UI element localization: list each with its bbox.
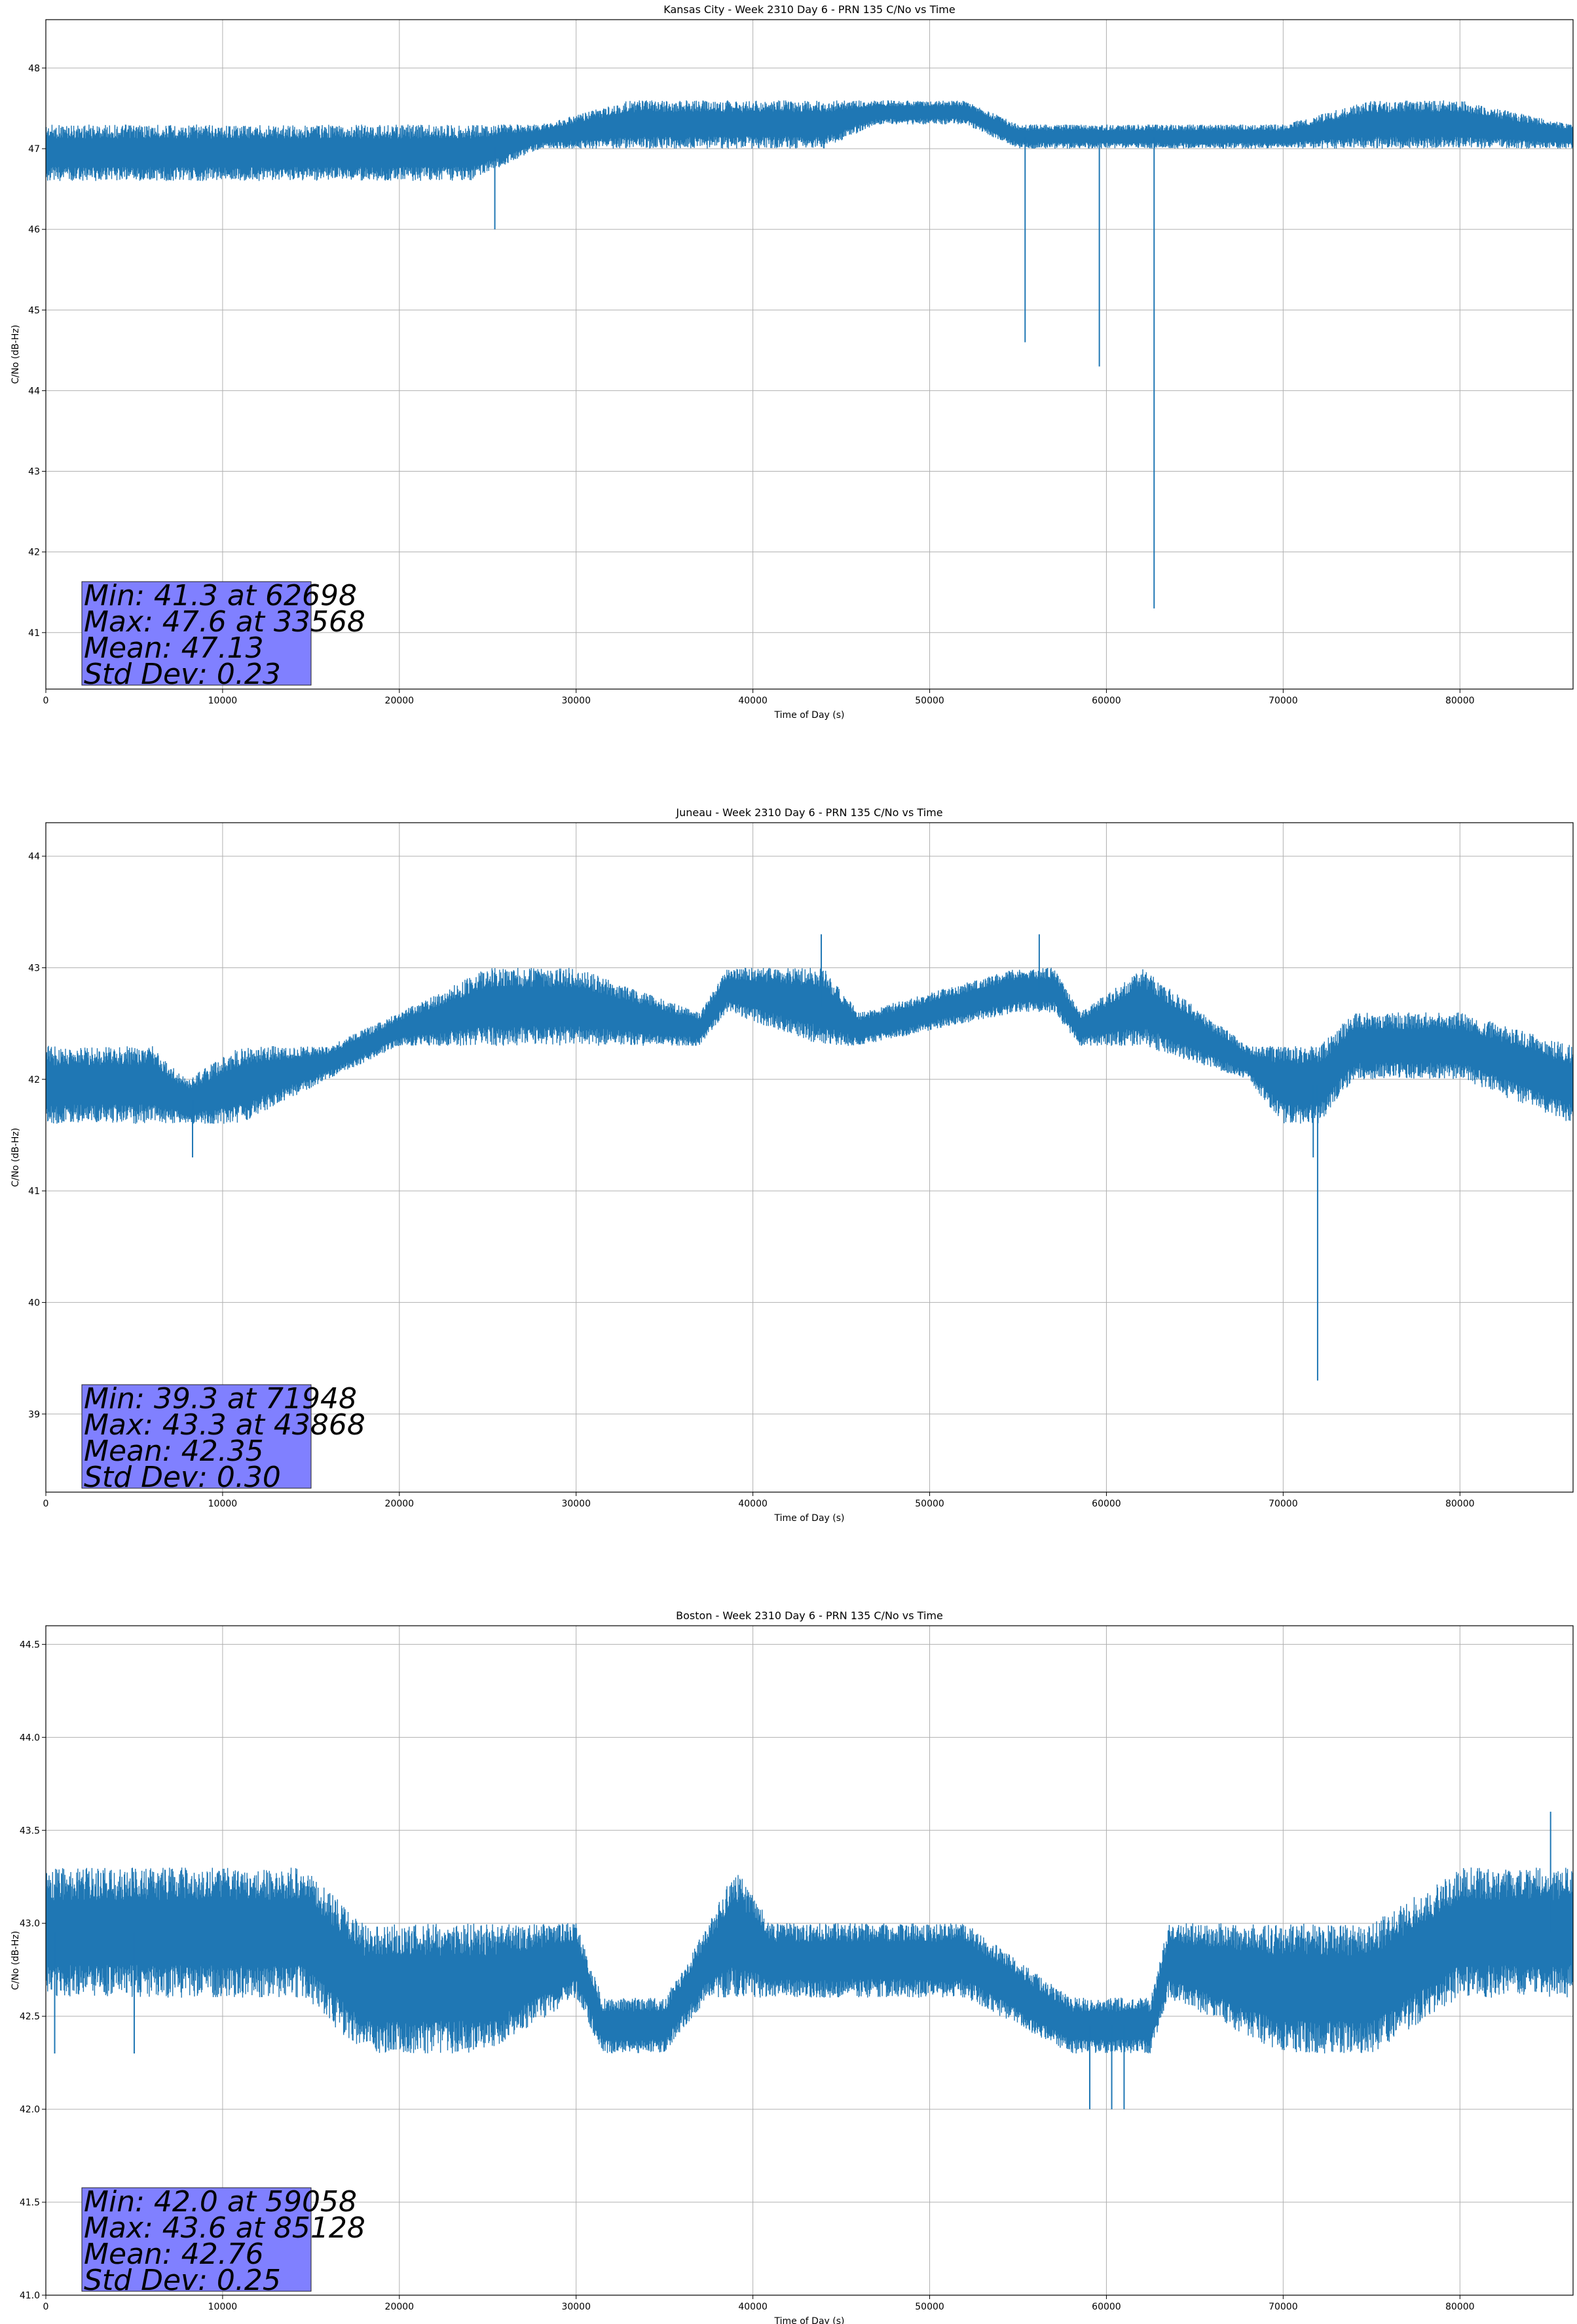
y-tick-label: 40 bbox=[28, 1298, 40, 1308]
x-tick-label: 60000 bbox=[1092, 696, 1121, 706]
y-tick-label: 41 bbox=[28, 1186, 40, 1197]
x-tick-label: 0 bbox=[43, 696, 49, 706]
x-tick-label: 10000 bbox=[208, 696, 238, 706]
x-tick-label: 60000 bbox=[1092, 2302, 1121, 2312]
y-tick-label: 42.5 bbox=[20, 2012, 40, 2022]
x-tick-label: 10000 bbox=[208, 2302, 238, 2312]
x-tick-label: 70000 bbox=[1269, 696, 1298, 706]
x-tick-label: 30000 bbox=[561, 2302, 591, 2312]
y-tick-label: 42 bbox=[28, 1075, 40, 1085]
grid-lines bbox=[45, 20, 1573, 689]
data-series bbox=[46, 100, 1573, 609]
y-tick-label: 47 bbox=[28, 144, 40, 155]
x-tick-label: 80000 bbox=[1445, 1499, 1475, 1509]
axes-frame bbox=[45, 19, 1574, 690]
stats-line: Min: 41.3 at 62698 bbox=[84, 579, 357, 612]
stats-line: Mean: 42.35 bbox=[84, 1434, 264, 1468]
y-tick-label: 41 bbox=[28, 628, 40, 639]
y-tick-label: 45 bbox=[28, 305, 40, 316]
y-tick-label: 41.5 bbox=[20, 2198, 40, 2208]
data-series bbox=[46, 1811, 1573, 2110]
y-tick-label: 46 bbox=[28, 225, 40, 235]
x-tick-label: 40000 bbox=[738, 2302, 768, 2312]
x-tick-label: 40000 bbox=[738, 696, 768, 706]
stats-line: Min: 39.3 at 71948 bbox=[84, 1382, 357, 1415]
x-tick-label: 30000 bbox=[561, 696, 591, 706]
stats-line: Max: 43.6 at 85128 bbox=[84, 2211, 365, 2245]
y-tick-label: 42.0 bbox=[20, 2105, 40, 2115]
y-tick-label: 44 bbox=[28, 852, 40, 862]
x-tick-label: 60000 bbox=[1092, 1499, 1121, 1509]
x-tick-label: 30000 bbox=[561, 1499, 591, 1509]
x-tick-label: 70000 bbox=[1269, 1499, 1298, 1509]
y-tick-label: 43.0 bbox=[20, 1919, 40, 1929]
axes-frame bbox=[45, 822, 1574, 1493]
x-tick-label: 20000 bbox=[385, 696, 415, 706]
stats-box bbox=[81, 2187, 312, 2292]
x-axis-label: Time of Day (s) bbox=[774, 1513, 845, 1524]
x-tick-label: 0 bbox=[43, 1499, 49, 1509]
y-tick-label: 41.0 bbox=[20, 2291, 40, 2301]
series-line bbox=[46, 967, 1573, 1124]
stats-line: Max: 43.3 at 43868 bbox=[84, 1408, 365, 1442]
series-line bbox=[46, 100, 1573, 181]
y-axis-label: C/No (dB-Hz) bbox=[10, 325, 21, 384]
chart-panel-3: Boston - Week 2310 Day 6 - PRN 135 C/No … bbox=[10, 1609, 1574, 2324]
x-tick-label: 40000 bbox=[738, 1499, 768, 1509]
stats-line: Std Dev: 0.23 bbox=[84, 658, 281, 691]
x-tick-label: 20000 bbox=[385, 1499, 415, 1509]
x-tick-label: 0 bbox=[43, 2302, 49, 2312]
x-axis-label: Time of Day (s) bbox=[774, 710, 845, 721]
y-tick-label: 43 bbox=[28, 467, 40, 478]
stats-box bbox=[81, 581, 312, 686]
chart-title: Kansas City - Week 2310 Day 6 - PRN 135 … bbox=[663, 3, 955, 16]
x-tick-label: 50000 bbox=[915, 696, 944, 706]
y-tick-label: 43 bbox=[28, 963, 40, 973]
axes-frame bbox=[45, 1625, 1574, 2296]
y-tick-label: 42 bbox=[28, 548, 40, 558]
chart-panel-2: Juneau - Week 2310 Day 6 - PRN 135 C/No … bbox=[10, 806, 1574, 1524]
y-tick-label: 48 bbox=[28, 64, 40, 74]
y-axis-label: C/No (dB-Hz) bbox=[10, 1128, 21, 1187]
x-tick-label: 80000 bbox=[1445, 696, 1475, 706]
x-tick-label: 80000 bbox=[1445, 2302, 1475, 2312]
x-tick-label: 20000 bbox=[385, 2302, 415, 2312]
y-tick-label: 43.5 bbox=[20, 1826, 40, 1836]
x-tick-label: 10000 bbox=[208, 1499, 238, 1509]
stats-line: Std Dev: 0.30 bbox=[84, 1461, 281, 1494]
y-tick-label: 44.5 bbox=[20, 1640, 40, 1650]
chart-title: Boston - Week 2310 Day 6 - PRN 135 C/No … bbox=[676, 1609, 943, 1622]
stats-line: Max: 47.6 at 33568 bbox=[84, 605, 365, 639]
y-tick-label: 39 bbox=[28, 1410, 40, 1420]
x-tick-label: 50000 bbox=[915, 2302, 944, 2312]
chart-title: Juneau - Week 2310 Day 6 - PRN 135 C/No … bbox=[675, 806, 942, 819]
stats-box bbox=[81, 1384, 312, 1489]
x-axis-label: Time of Day (s) bbox=[774, 2316, 845, 2324]
stats-line: Min: 42.0 at 59058 bbox=[84, 2185, 357, 2219]
stats-line: Mean: 47.13 bbox=[84, 631, 264, 665]
x-tick-label: 50000 bbox=[915, 1499, 944, 1509]
data-series bbox=[46, 934, 1573, 1381]
stats-line: Mean: 42.76 bbox=[84, 2238, 264, 2271]
stats-line: Std Dev: 0.25 bbox=[84, 2264, 281, 2297]
chart-panel-1: Kansas City - Week 2310 Day 6 - PRN 135 … bbox=[10, 3, 1574, 721]
series-line bbox=[46, 1867, 1573, 2053]
y-tick-label: 44.0 bbox=[20, 1733, 40, 1743]
x-tick-label: 70000 bbox=[1269, 2302, 1298, 2312]
y-tick-label: 44 bbox=[28, 386, 40, 396]
y-axis-label: C/No (dB-Hz) bbox=[10, 1931, 21, 1990]
